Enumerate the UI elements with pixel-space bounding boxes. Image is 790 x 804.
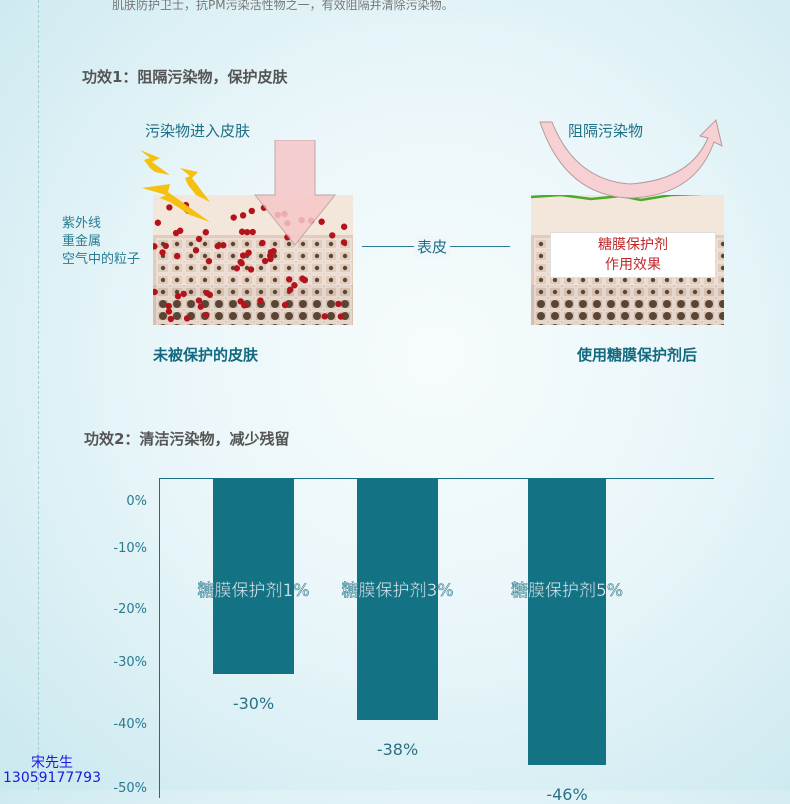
unprotected-caption: 未被保护的皮肤	[153, 346, 259, 364]
block-pollutant-label: 阻隔污染物	[568, 122, 644, 140]
y-tick-label: -20%	[113, 602, 147, 617]
deflect-arrow-icon	[539, 119, 723, 199]
bar-value-label: -30%	[232, 694, 275, 713]
y-tick-label: 0%	[126, 494, 147, 509]
effect-box-line1: 糖膜保护剂	[598, 237, 668, 253]
bar-category-label: 糖膜保护剂1%	[197, 581, 310, 602]
y-tick-label: -10%	[113, 541, 147, 556]
chart-y-axis	[159, 478, 160, 798]
bar	[528, 478, 606, 766]
epidermis-label: 表皮	[414, 236, 451, 257]
contact-phone: 13059177793	[3, 770, 101, 786]
bar	[357, 478, 438, 720]
pollutant-enter-label: 污染物进入皮肤	[145, 122, 251, 140]
page-guide-line	[38, 0, 39, 790]
y-tick-label: -40%	[113, 717, 147, 732]
bar-category-label: 糖膜保护剂3%	[341, 581, 454, 602]
effect-box-line2: 作用效果	[605, 257, 661, 273]
bar	[213, 478, 294, 674]
contact-name: 宋先生	[31, 755, 73, 771]
bar-category-label: 糖膜保护剂5%	[511, 581, 624, 602]
pollution-sources: 紫外线 重金属 空气中的粒子	[62, 215, 140, 269]
bar-value-label: -38%	[376, 739, 419, 759]
effect-box: 糖膜保护剂 作用效果	[550, 232, 716, 278]
source-heavy-metal: 重金属	[62, 234, 102, 249]
bar-value-label: -46%	[546, 785, 588, 804]
y-tick-label: -30%	[113, 655, 147, 670]
intro-text: 肌肤防护卫士，抗PM污染活性物之一，有效阻隔并清除污染物。	[112, 0, 454, 12]
source-air-particles: 空气中的粒子	[62, 252, 141, 267]
section1-title: 功效1：阻隔污染物，保护皮肤	[82, 68, 288, 86]
protected-caption: 使用糖膜保护剂后	[577, 346, 698, 364]
source-uv: 紫外线	[62, 216, 102, 231]
lightning-and-arrow-icon	[140, 140, 337, 246]
contact-info: 宋先生 13059177793	[0, 752, 104, 786]
section2-title: 功效2：清洁污染物，减少残留	[84, 430, 290, 448]
